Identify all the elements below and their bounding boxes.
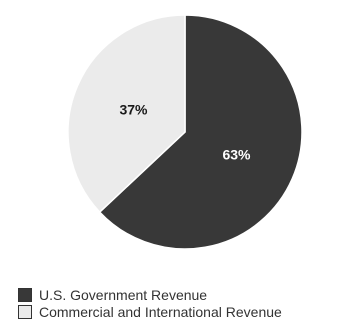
legend-item-us-government: U.S. Government Revenue	[18, 287, 362, 303]
pie-slices	[67, 14, 303, 250]
legend: U.S. Government Revenue Commercial and I…	[18, 287, 362, 321]
pie-data-label-commercial-international: 37%	[119, 102, 148, 118]
pie-slice-commercial-international	[67, 14, 186, 214]
legend-swatch-commercial-international	[18, 305, 32, 319]
legend-label-commercial-international: Commercial and International Revenue	[39, 304, 282, 320]
pie-data-label-us-government: 63%	[222, 146, 251, 162]
legend-swatch-us-government	[18, 288, 32, 302]
legend-item-commercial-international: Commercial and International Revenue	[18, 304, 362, 320]
pie-data-labels: 63% 37%	[119, 102, 251, 163]
pie-slice-us-government	[98, 14, 303, 250]
legend-label-us-government: U.S. Government Revenue	[39, 287, 208, 303]
